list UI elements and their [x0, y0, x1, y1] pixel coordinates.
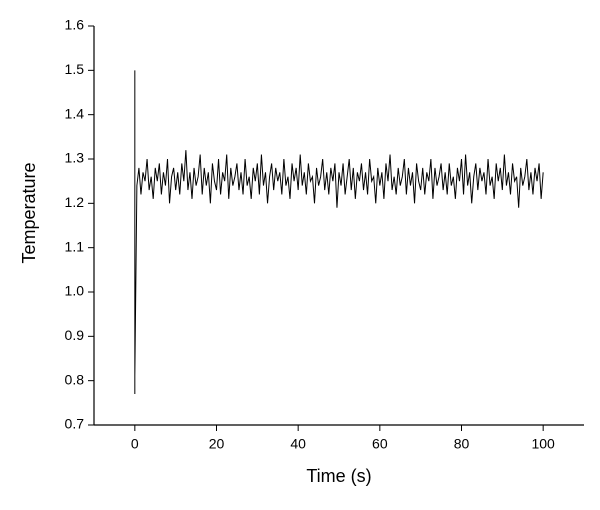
x-tick-label: 0 [131, 436, 139, 452]
x-tick-label: 40 [290, 436, 306, 452]
y-tick-label: 1.2 [65, 194, 85, 210]
x-axis-title: Time (s) [306, 466, 371, 486]
y-tick-label: 0.7 [65, 416, 85, 432]
x-tick-label: 100 [531, 436, 555, 452]
y-axis-title: Temperature [19, 162, 39, 263]
y-tick-label: 1.0 [65, 283, 85, 299]
x-tick-label: 20 [209, 436, 225, 452]
y-tick-label: 1.4 [65, 105, 85, 121]
y-tick-label: 1.6 [65, 17, 85, 33]
x-tick-label: 60 [372, 436, 388, 452]
y-tick-label: 1.3 [65, 150, 85, 166]
y-tick-label: 0.9 [65, 327, 85, 343]
x-tick-label: 80 [454, 436, 470, 452]
y-tick-label: 0.8 [65, 371, 85, 387]
data-line [134, 70, 544, 394]
y-tick-label: 1.1 [65, 238, 85, 254]
y-tick-label: 1.5 [65, 61, 85, 77]
